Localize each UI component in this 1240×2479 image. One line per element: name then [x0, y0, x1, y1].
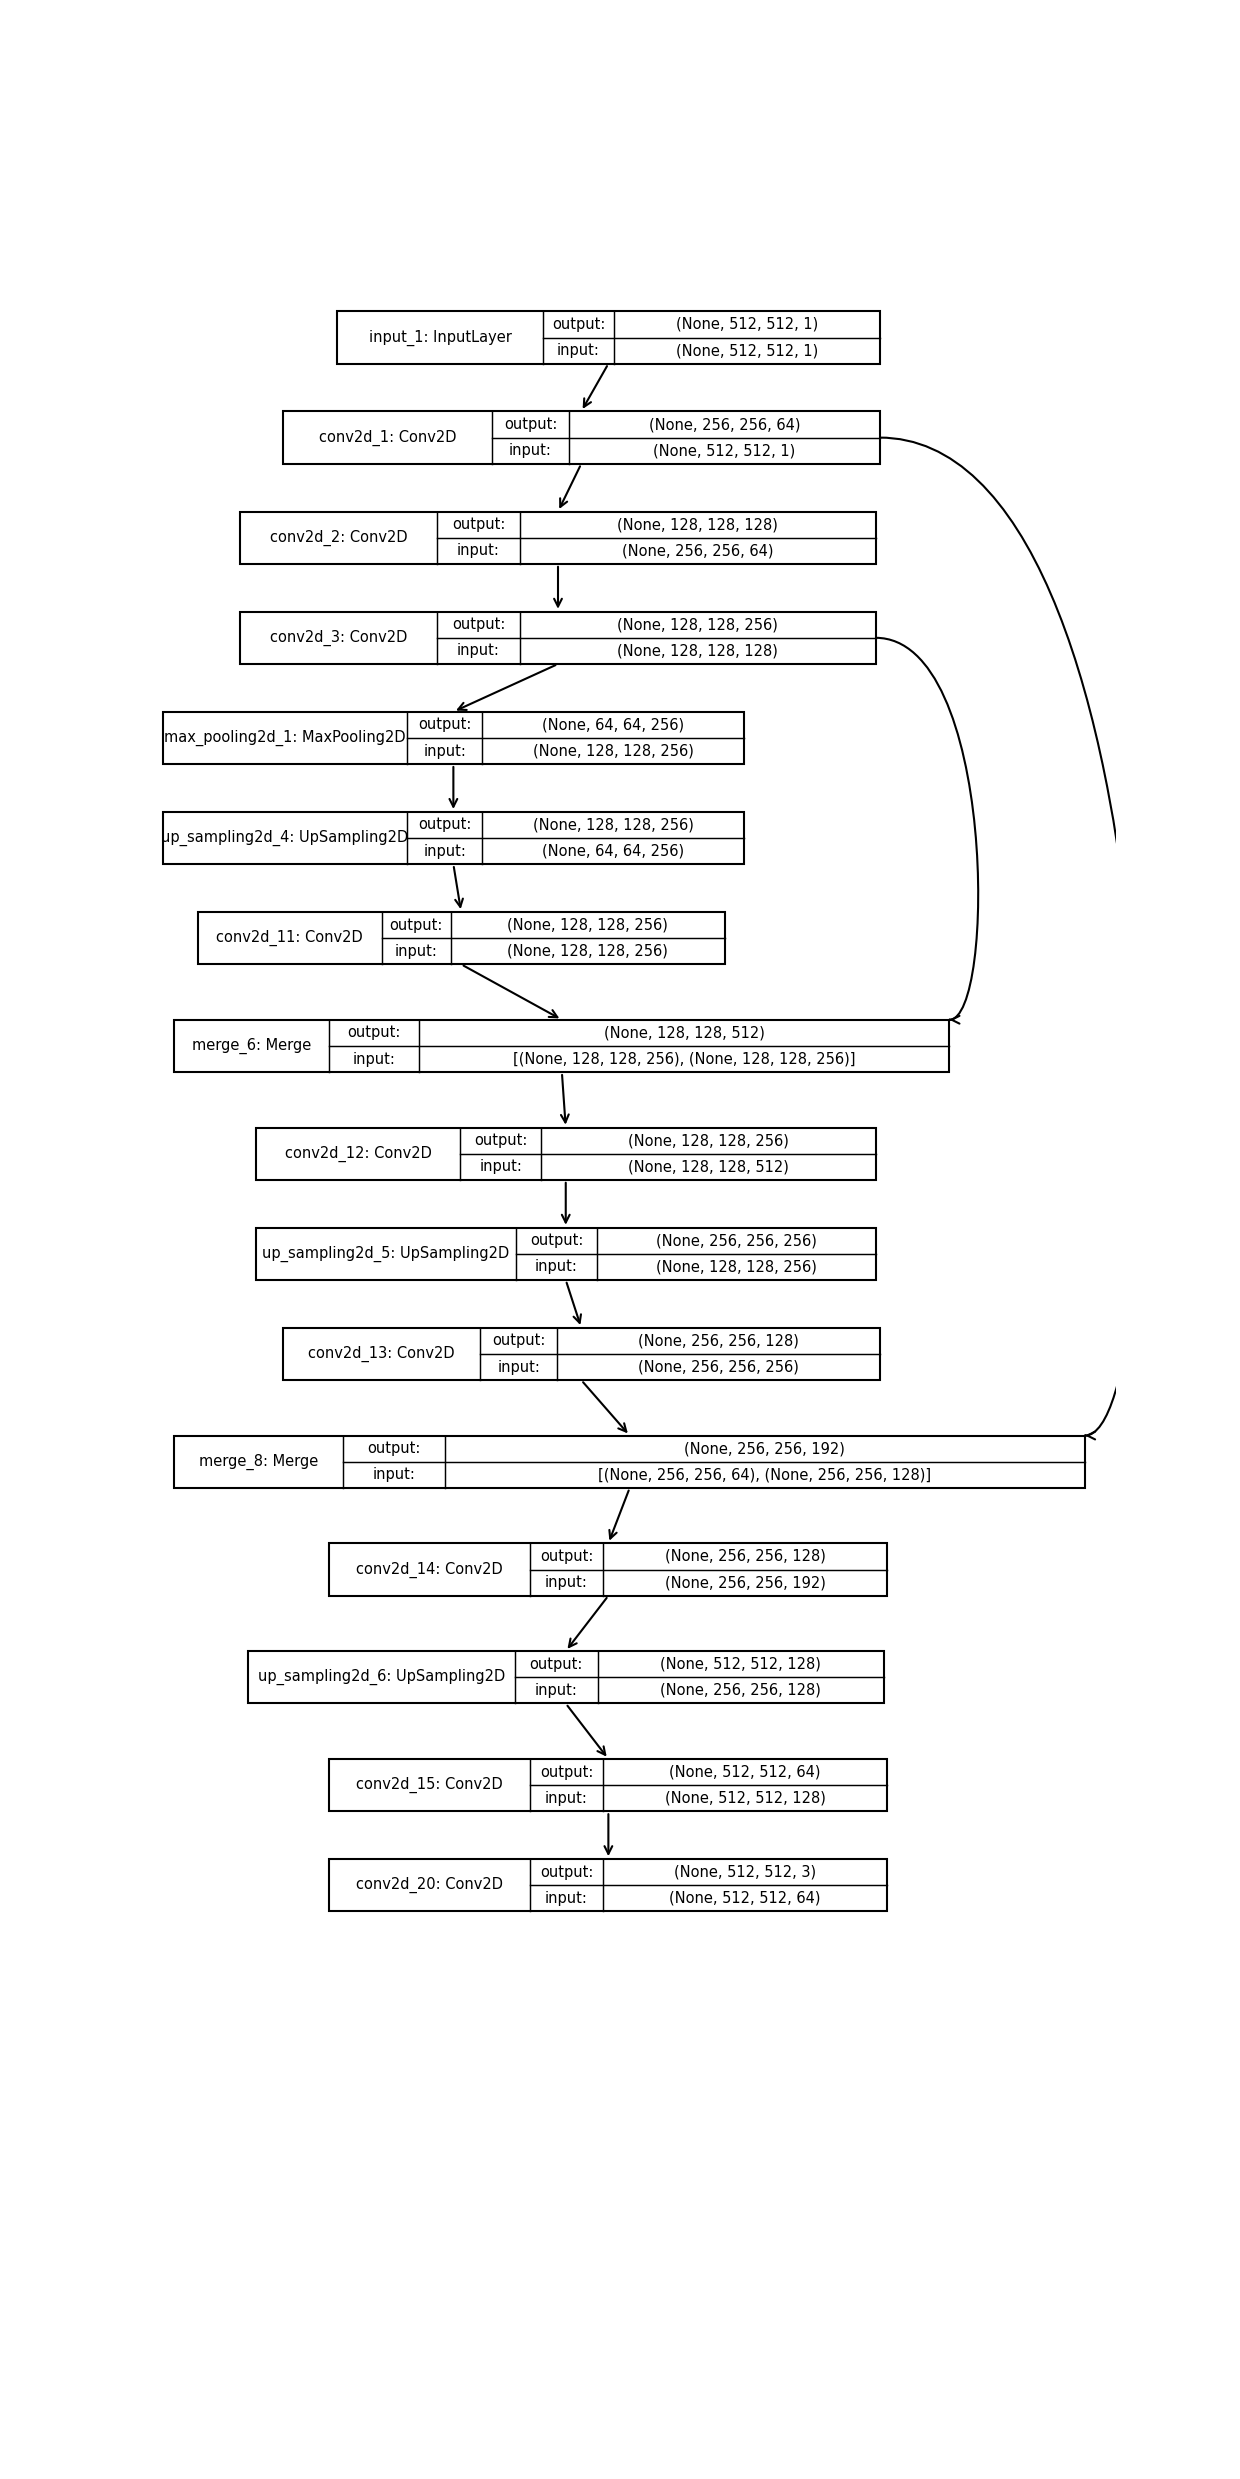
Bar: [175, 1019, 950, 1071]
Bar: [255, 1128, 875, 1180]
Text: conv2d_1: Conv2D: conv2d_1: Conv2D: [319, 429, 456, 446]
Text: input:: input:: [458, 543, 500, 558]
Text: (None, 128, 128, 128): (None, 128, 128, 128): [618, 518, 779, 533]
Text: (None, 128, 128, 256): (None, 128, 128, 256): [656, 1259, 817, 1274]
Bar: [283, 412, 879, 464]
Text: output:: output:: [552, 317, 605, 332]
Text: (None, 512, 512, 1): (None, 512, 512, 1): [676, 342, 818, 357]
Text: conv2d_13: Conv2D: conv2d_13: Conv2D: [308, 1346, 455, 1361]
Text: (None, 256, 256, 192): (None, 256, 256, 192): [684, 1440, 846, 1455]
Text: (None, 128, 128, 256): (None, 128, 128, 256): [627, 1133, 789, 1148]
Text: (None, 128, 128, 128): (None, 128, 128, 128): [618, 645, 779, 659]
Text: up_sampling2d_4: UpSampling2D: up_sampling2d_4: UpSampling2D: [161, 830, 408, 845]
Text: (None, 128, 128, 256): (None, 128, 128, 256): [533, 818, 693, 833]
Text: merge_8: Merge: merge_8: Merge: [198, 1453, 319, 1470]
Text: up_sampling2d_5: UpSampling2D: up_sampling2d_5: UpSampling2D: [263, 1247, 510, 1262]
Text: (None, 256, 256, 256): (None, 256, 256, 256): [656, 1232, 817, 1249]
Text: input:: input:: [372, 1468, 415, 1482]
Text: conv2d_12: Conv2D: conv2d_12: Conv2D: [285, 1145, 432, 1163]
Text: (None, 512, 512, 128): (None, 512, 512, 128): [660, 1656, 821, 1671]
Bar: [241, 511, 875, 563]
Text: (None, 512, 512, 64): (None, 512, 512, 64): [670, 1765, 821, 1780]
Text: input:: input:: [423, 843, 466, 858]
Text: merge_6: Merge: merge_6: Merge: [192, 1039, 311, 1054]
Text: conv2d_15: Conv2D: conv2d_15: Conv2D: [356, 1777, 503, 1792]
Text: input:: input:: [534, 1259, 578, 1274]
Text: (None, 256, 256, 128): (None, 256, 256, 128): [639, 1334, 799, 1349]
Text: conv2d_11: Conv2D: conv2d_11: Conv2D: [217, 930, 363, 947]
Text: output:: output:: [529, 1656, 583, 1671]
Text: output:: output:: [389, 917, 443, 932]
Bar: [283, 1329, 879, 1381]
Bar: [241, 612, 875, 664]
Text: (None, 128, 128, 256): (None, 128, 128, 256): [507, 944, 668, 959]
Text: output:: output:: [347, 1026, 401, 1041]
Text: input:: input:: [557, 342, 600, 357]
Text: input:: input:: [423, 744, 466, 759]
Text: output:: output:: [451, 518, 505, 533]
Text: output:: output:: [418, 716, 471, 731]
Bar: [330, 1859, 888, 1911]
Text: input:: input:: [352, 1051, 396, 1066]
Text: up_sampling2d_6: UpSampling2D: up_sampling2d_6: UpSampling2D: [258, 1668, 505, 1686]
Text: conv2d_3: Conv2D: conv2d_3: Conv2D: [270, 630, 408, 647]
Bar: [337, 312, 879, 364]
Text: input:: input:: [546, 1574, 588, 1589]
Bar: [330, 1544, 888, 1596]
Text: (None, 512, 512, 128): (None, 512, 512, 128): [665, 1790, 826, 1805]
Text: (None, 512, 512, 1): (None, 512, 512, 1): [653, 444, 796, 459]
Text: (None, 512, 512, 64): (None, 512, 512, 64): [670, 1891, 821, 1906]
Text: (None, 128, 128, 512): (None, 128, 128, 512): [604, 1026, 764, 1041]
Text: output:: output:: [451, 617, 505, 632]
Bar: [197, 912, 724, 964]
Text: output:: output:: [529, 1232, 583, 1249]
Text: [(None, 256, 256, 64), (None, 256, 256, 128)]: [(None, 256, 256, 64), (None, 256, 256, …: [599, 1468, 931, 1482]
Text: (None, 512, 512, 1): (None, 512, 512, 1): [676, 317, 818, 332]
Bar: [330, 1760, 888, 1812]
Text: (None, 128, 128, 256): (None, 128, 128, 256): [507, 917, 668, 932]
Text: conv2d_14: Conv2D: conv2d_14: Conv2D: [356, 1562, 503, 1577]
Text: output:: output:: [539, 1765, 593, 1780]
Text: input:: input:: [546, 1790, 588, 1805]
Text: output:: output:: [367, 1440, 420, 1455]
Bar: [162, 711, 744, 764]
Text: output:: output:: [418, 818, 471, 833]
Text: input:: input:: [394, 944, 438, 959]
Text: (None, 128, 128, 512): (None, 128, 128, 512): [627, 1160, 789, 1175]
Text: input:: input:: [546, 1891, 588, 1906]
Text: (None, 128, 128, 256): (None, 128, 128, 256): [618, 617, 779, 632]
Text: (None, 256, 256, 128): (None, 256, 256, 128): [660, 1683, 821, 1698]
Text: (None, 64, 64, 256): (None, 64, 64, 256): [542, 716, 684, 731]
Text: input:: input:: [479, 1160, 522, 1175]
Text: conv2d_20: Conv2D: conv2d_20: Conv2D: [356, 1877, 503, 1894]
Text: input:: input:: [497, 1358, 541, 1373]
Text: output:: output:: [539, 1864, 593, 1879]
Text: input_1: InputLayer: input_1: InputLayer: [368, 330, 512, 345]
Text: input:: input:: [458, 645, 500, 659]
Bar: [162, 811, 744, 865]
Text: (None, 256, 256, 64): (None, 256, 256, 64): [622, 543, 774, 558]
Text: max_pooling2d_1: MaxPooling2D: max_pooling2d_1: MaxPooling2D: [164, 729, 405, 746]
Bar: [255, 1227, 875, 1279]
Text: input:: input:: [510, 444, 552, 459]
Text: (None, 64, 64, 256): (None, 64, 64, 256): [542, 843, 684, 858]
Text: (None, 256, 256, 128): (None, 256, 256, 128): [665, 1549, 826, 1564]
Bar: [175, 1435, 1085, 1487]
Text: [(None, 128, 128, 256), (None, 128, 128, 256)]: [(None, 128, 128, 256), (None, 128, 128,…: [512, 1051, 856, 1066]
Text: conv2d_2: Conv2D: conv2d_2: Conv2D: [270, 531, 408, 545]
Text: output:: output:: [539, 1549, 593, 1564]
Text: (None, 256, 256, 192): (None, 256, 256, 192): [665, 1574, 826, 1589]
Text: (None, 512, 512, 3): (None, 512, 512, 3): [675, 1864, 816, 1879]
Text: input:: input:: [534, 1683, 578, 1698]
Text: output:: output:: [503, 416, 557, 431]
Text: (None, 256, 256, 256): (None, 256, 256, 256): [639, 1358, 799, 1373]
Text: output:: output:: [474, 1133, 527, 1148]
Text: output:: output:: [492, 1334, 546, 1349]
Bar: [248, 1651, 883, 1703]
Text: (None, 256, 256, 64): (None, 256, 256, 64): [649, 416, 800, 431]
Text: (None, 128, 128, 256): (None, 128, 128, 256): [533, 744, 693, 759]
